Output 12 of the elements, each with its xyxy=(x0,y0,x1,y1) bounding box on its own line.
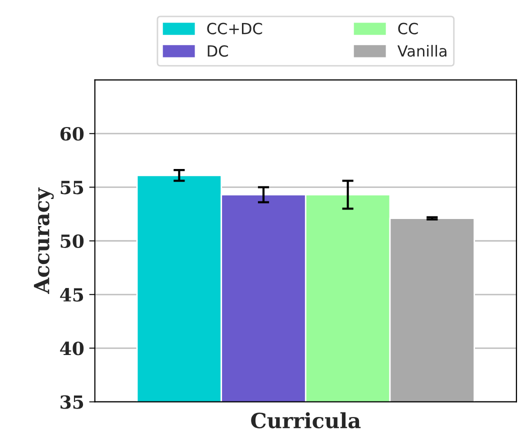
y-axis-title: Accuracy xyxy=(34,187,54,294)
y-tick-label: 45 xyxy=(60,288,84,302)
legend-label: Vanilla xyxy=(397,44,446,57)
y-tick-label: 40 xyxy=(60,342,84,356)
legend-label: DC xyxy=(208,45,228,57)
y-tick-label: 35 xyxy=(60,395,84,409)
y-tick-label: 60 xyxy=(60,127,84,141)
y-tick-label: 50 xyxy=(60,234,84,248)
legend-label: CC xyxy=(398,22,418,34)
legend-label: CC+DC xyxy=(207,22,262,34)
x-axis-title: Curricula xyxy=(251,412,361,428)
y-tick-label: 55 xyxy=(60,180,84,194)
